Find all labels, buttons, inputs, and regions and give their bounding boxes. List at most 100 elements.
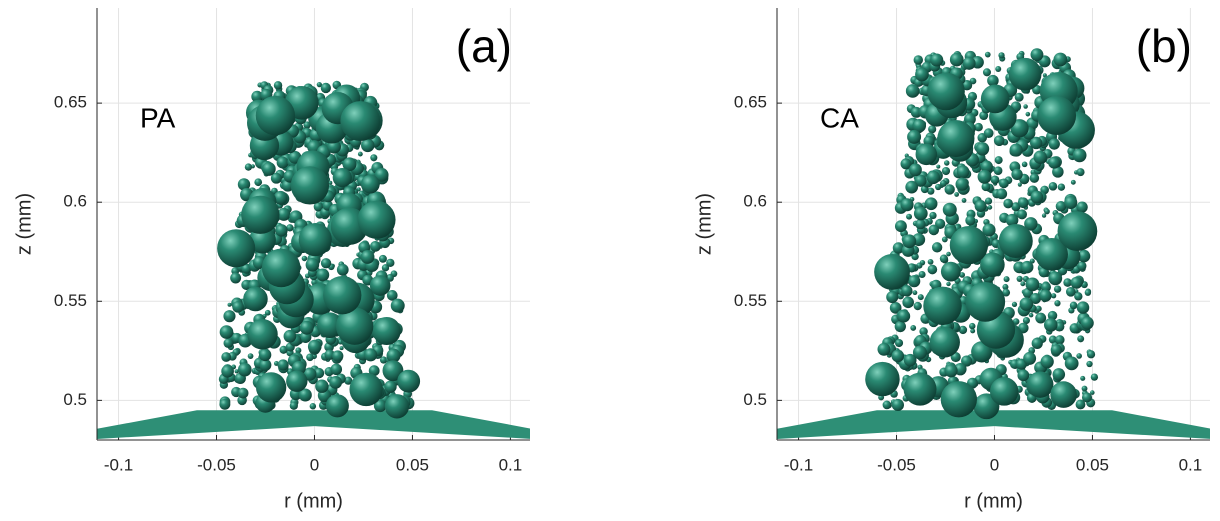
particle bbox=[309, 402, 317, 410]
particle bbox=[941, 236, 948, 243]
panel: -0.1 -0.05 0 0.05 0.1 0.5 0.55 0.6 0.65 r (mm) z (… bbox=[13, 8, 530, 512]
particle bbox=[1077, 335, 1085, 343]
particle bbox=[929, 211, 937, 220]
particle bbox=[965, 215, 976, 226]
particle bbox=[261, 162, 276, 176]
particle bbox=[987, 205, 993, 210]
particle bbox=[928, 224, 940, 236]
particle bbox=[998, 52, 1005, 59]
particle bbox=[1030, 190, 1044, 204]
particle bbox=[995, 66, 1002, 73]
particle bbox=[903, 372, 937, 406]
particle bbox=[1019, 297, 1034, 311]
particle bbox=[251, 90, 263, 103]
particle bbox=[1077, 249, 1091, 263]
particle bbox=[344, 376, 353, 385]
particle bbox=[889, 302, 902, 314]
particle bbox=[969, 322, 976, 330]
particle bbox=[1086, 350, 1096, 359]
particle bbox=[237, 362, 252, 377]
particle bbox=[974, 200, 987, 212]
particle bbox=[370, 240, 381, 252]
particle bbox=[949, 225, 989, 265]
particle bbox=[221, 352, 232, 362]
particle bbox=[1029, 173, 1040, 183]
particle bbox=[892, 242, 905, 254]
particle bbox=[914, 174, 927, 187]
panel: -0.1 -0.05 0 0.05 0.1 0.5 0.55 0.6 0.65 r (mm) z (… bbox=[693, 8, 1210, 512]
particle bbox=[1035, 312, 1047, 324]
particle bbox=[1069, 301, 1078, 310]
particle bbox=[1017, 209, 1027, 220]
particle bbox=[286, 224, 294, 232]
particle bbox=[964, 113, 976, 126]
y-tick-label: 0.55 bbox=[734, 291, 767, 310]
x-tick-label: 0 bbox=[310, 455, 319, 474]
particle bbox=[1064, 356, 1079, 371]
x-axis-label: r (mm) bbox=[284, 490, 343, 512]
particle bbox=[882, 400, 892, 410]
particle bbox=[1057, 211, 1098, 251]
x-tick-label: 0.05 bbox=[396, 455, 429, 474]
x-tick-label: -0.1 bbox=[104, 455, 133, 474]
particle bbox=[944, 184, 955, 195]
particle bbox=[247, 319, 278, 350]
particle bbox=[273, 190, 288, 205]
particle bbox=[1081, 385, 1088, 392]
particle bbox=[1005, 213, 1019, 227]
particle bbox=[339, 346, 344, 351]
particle bbox=[927, 187, 935, 195]
particle bbox=[1023, 351, 1037, 365]
particle bbox=[295, 347, 302, 354]
particle bbox=[930, 53, 944, 67]
particle bbox=[927, 258, 934, 265]
particle bbox=[924, 197, 938, 211]
particle bbox=[926, 170, 941, 185]
particle bbox=[255, 95, 296, 136]
particle bbox=[865, 361, 900, 397]
particle bbox=[1023, 104, 1028, 109]
particle bbox=[955, 177, 969, 191]
particle bbox=[894, 320, 906, 333]
panel-label: CA bbox=[820, 102, 859, 133]
particle bbox=[1002, 283, 1009, 290]
particle bbox=[923, 286, 962, 326]
panel-annotation: (a) bbox=[456, 20, 512, 72]
particle bbox=[980, 252, 1005, 278]
particle bbox=[1076, 301, 1090, 314]
particle bbox=[913, 301, 922, 311]
particle bbox=[219, 325, 234, 339]
particle bbox=[223, 310, 236, 323]
particle bbox=[958, 325, 968, 335]
y-tick-label: 0.65 bbox=[734, 93, 767, 112]
particle bbox=[223, 338, 234, 349]
particle bbox=[1080, 375, 1086, 381]
particle bbox=[1002, 288, 1011, 297]
particle bbox=[1024, 217, 1038, 231]
particle bbox=[907, 129, 922, 144]
particle bbox=[390, 298, 405, 313]
particle bbox=[874, 254, 910, 290]
particle bbox=[382, 360, 404, 382]
particle bbox=[1090, 390, 1095, 395]
particle bbox=[381, 264, 390, 272]
particle bbox=[323, 275, 362, 315]
particle bbox=[1048, 138, 1060, 150]
particle bbox=[984, 197, 993, 205]
particle bbox=[1003, 198, 1013, 209]
particle bbox=[1057, 183, 1066, 191]
particle bbox=[956, 165, 970, 179]
particle bbox=[877, 342, 891, 356]
particle bbox=[909, 163, 922, 177]
particle bbox=[911, 252, 919, 261]
particle bbox=[1035, 305, 1042, 312]
particle bbox=[1053, 285, 1062, 293]
particle bbox=[983, 128, 994, 139]
particle bbox=[1051, 293, 1057, 299]
particle bbox=[313, 201, 324, 212]
particle bbox=[939, 254, 949, 263]
particle bbox=[279, 345, 288, 354]
particle bbox=[357, 151, 363, 157]
particle bbox=[237, 387, 249, 399]
particle bbox=[330, 363, 343, 376]
